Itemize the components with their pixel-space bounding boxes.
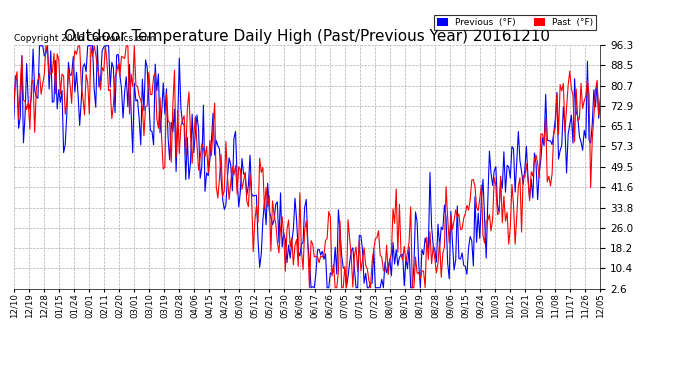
Text: Copyright 2016 Cartronics.com: Copyright 2016 Cartronics.com — [14, 34, 155, 43]
Title: Outdoor Temperature Daily High (Past/Previous Year) 20161210: Outdoor Temperature Daily High (Past/Pre… — [64, 29, 550, 44]
Legend: Previous  (°F), Past  (°F): Previous (°F), Past (°F) — [435, 15, 595, 30]
